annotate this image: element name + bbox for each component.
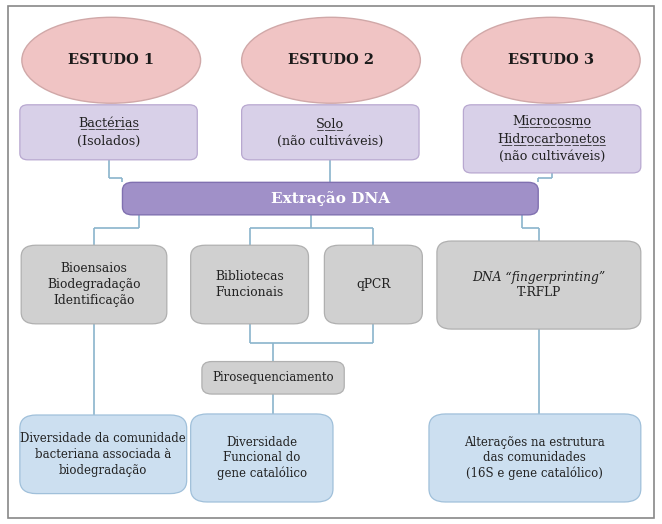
FancyBboxPatch shape <box>202 362 344 394</box>
FancyBboxPatch shape <box>20 415 187 494</box>
Text: ESTUDO 1: ESTUDO 1 <box>68 53 154 67</box>
FancyBboxPatch shape <box>242 105 419 160</box>
Text: DNA “fingerprinting”: DNA “fingerprinting” <box>472 271 606 283</box>
FancyBboxPatch shape <box>21 245 167 324</box>
Text: Bibliotecas: Bibliotecas <box>215 270 284 283</box>
Ellipse shape <box>22 17 201 103</box>
Text: Identificação: Identificação <box>54 294 134 307</box>
Text: Biodegradação: Biodegradação <box>47 278 141 291</box>
FancyBboxPatch shape <box>429 414 641 502</box>
Text: (não cultiváveis): (não cultiváveis) <box>277 135 383 148</box>
Text: H̲i̲d̲r̲o̲c̲a̲r̲b̲o̲n̲e̲t̲o̲s̲: H̲i̲d̲r̲o̲c̲a̲r̲b̲o̲n̲e̲t̲o̲s̲ <box>498 133 606 145</box>
FancyBboxPatch shape <box>191 245 308 324</box>
Text: (Isolados): (Isolados) <box>77 135 140 148</box>
FancyBboxPatch shape <box>191 414 333 502</box>
Text: bacteriana associada à: bacteriana associada à <box>35 448 171 461</box>
Text: Pirosequenciamento: Pirosequenciamento <box>213 372 334 384</box>
FancyBboxPatch shape <box>122 182 538 215</box>
Text: Diversidade da comunidade: Diversidade da comunidade <box>21 432 186 445</box>
Text: Extração DNA: Extração DNA <box>271 191 390 206</box>
Text: ESTUDO 2: ESTUDO 2 <box>288 53 374 67</box>
Text: Alterações na estrutura: Alterações na estrutura <box>465 436 605 449</box>
Text: qPCR: qPCR <box>356 278 391 291</box>
Text: Funcional do: Funcional do <box>223 452 301 464</box>
Text: (16S e gene catalólico): (16S e gene catalólico) <box>467 467 603 481</box>
FancyBboxPatch shape <box>437 241 641 329</box>
FancyBboxPatch shape <box>463 105 641 173</box>
FancyBboxPatch shape <box>324 245 422 324</box>
Text: (não cultiváveis): (não cultiváveis) <box>499 150 605 163</box>
Text: das comunidades: das comunidades <box>483 452 587 464</box>
Text: T-RFLP: T-RFLP <box>517 287 561 299</box>
Text: M̲i̲c̲r̲o̲c̲o̲s̲m̲o̲: M̲i̲c̲r̲o̲c̲o̲s̲m̲o̲ <box>512 115 592 127</box>
Ellipse shape <box>461 17 640 103</box>
FancyBboxPatch shape <box>20 105 197 160</box>
Text: biodegradação: biodegradação <box>59 464 148 476</box>
Text: Bioensaios: Bioensaios <box>60 263 128 275</box>
Text: Diversidade: Diversidade <box>226 436 297 449</box>
Text: ESTUDO 3: ESTUDO 3 <box>508 53 594 67</box>
Text: Funcionais: Funcionais <box>215 286 284 299</box>
Text: S̲o̲l̲o̲: S̲o̲l̲o̲ <box>316 117 344 130</box>
Ellipse shape <box>242 17 420 103</box>
Text: B̲a̲c̲t̲é̲r̲i̲a̲s̲: B̲a̲c̲t̲é̲r̲i̲a̲s̲ <box>78 117 139 130</box>
Text: gene catalólico: gene catalólico <box>216 467 307 481</box>
